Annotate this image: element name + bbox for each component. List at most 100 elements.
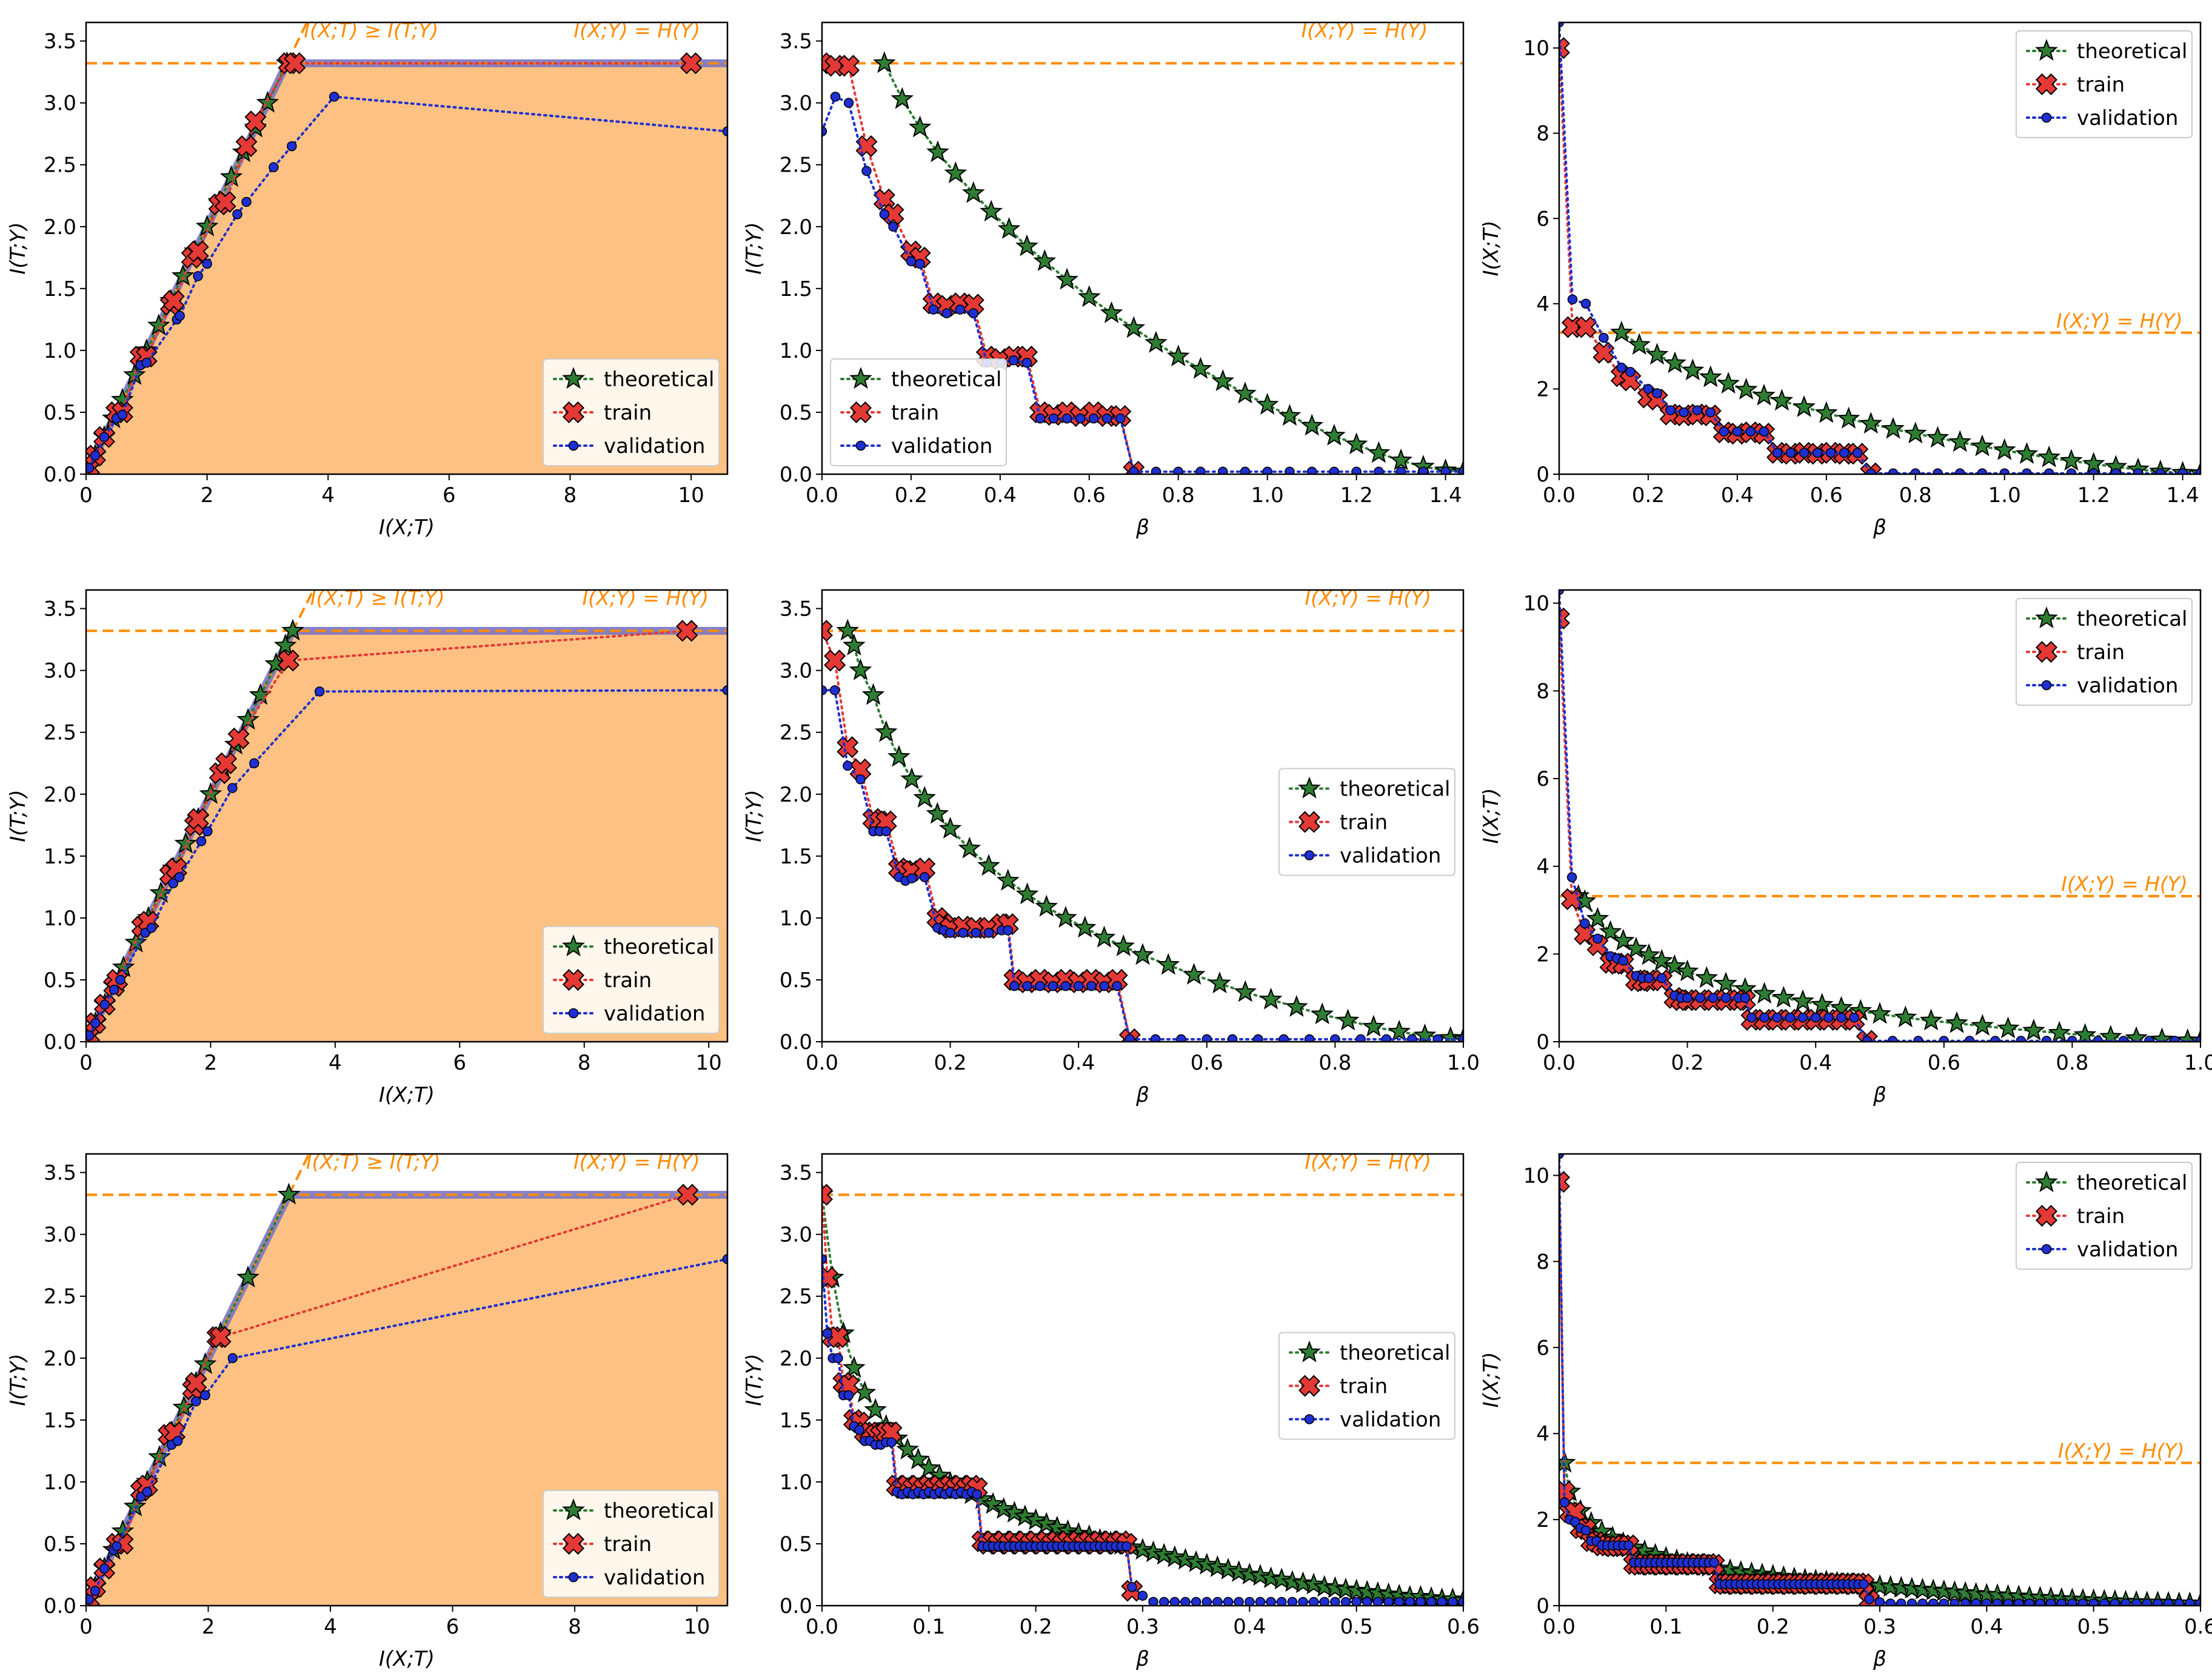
point-theoretical — [147, 313, 170, 336]
x-tick-label: 0.5 — [2077, 1615, 2110, 1639]
point-validation — [1227, 1034, 1238, 1042]
x-tick-label: 0 — [79, 483, 93, 508]
y-tick-label: 8 — [1536, 122, 1549, 146]
x-tick-label: 2 — [204, 1051, 218, 1075]
x-tick-label: 10 — [678, 483, 704, 508]
y-tick-label: 0.0 — [780, 1594, 812, 1618]
legend-marker — [562, 367, 585, 389]
point-validation — [2099, 1598, 2110, 1606]
legend-label: train — [604, 968, 652, 993]
y-tick-label: 0.0 — [780, 463, 812, 487]
point-validation — [1061, 413, 1072, 424]
point-validation — [1999, 468, 2010, 474]
y-tick-label: 1.0 — [44, 907, 76, 931]
point-validation — [1759, 426, 1769, 437]
point-validation — [1035, 413, 1046, 424]
legend: theoretical train validation — [543, 926, 720, 1034]
point-train — [1559, 607, 1571, 630]
point-theoretical — [1829, 996, 1853, 1018]
legend-item-validation: validation — [553, 1566, 705, 1590]
point-validation — [2043, 468, 2054, 474]
point-theoretical — [977, 854, 1000, 876]
point-validation — [1218, 466, 1228, 474]
point-validation — [1705, 407, 1716, 418]
legend-box — [543, 1490, 720, 1598]
x-tick-label: 0.6 — [1447, 1615, 1480, 1639]
point-validation — [1910, 468, 1921, 474]
point-theoretical — [908, 115, 932, 138]
x-tick-label: 8 — [568, 1615, 581, 1639]
point-validation — [2163, 1598, 2174, 1606]
point-validation — [1772, 447, 1783, 458]
point-theoretical — [1586, 907, 1609, 929]
legend-label: train — [604, 401, 652, 425]
legend-item-train: train — [840, 401, 939, 425]
point-validation — [1665, 405, 1676, 415]
point-validation — [1394, 1597, 1405, 1606]
y-tick-label: 3.0 — [780, 92, 812, 116]
point-validation — [1245, 1597, 1255, 1606]
x-axis: 0 2 4 6 8 10 — [79, 1606, 710, 1639]
point-validation — [202, 258, 212, 269]
x-tick-label: 2 — [202, 1615, 215, 1639]
point-validation — [1836, 1012, 1846, 1023]
point-theoretical — [1334, 1577, 1357, 1600]
y-tick-label: 2 — [1536, 942, 1549, 967]
point-validation — [1592, 933, 1603, 944]
point-train — [235, 135, 258, 158]
point-validation — [1862, 1036, 1873, 1042]
x-tick-label: 0.8 — [1899, 483, 1932, 508]
x-tick-label: 0.1 — [1649, 1615, 1682, 1639]
point-validation — [1150, 1034, 1161, 1042]
chart-panel-1: I(X;Y) = H(Y)0.0 0.2 0.4 0.6 0.8 1.0 1.2 1.40.0… — [742, 18, 1465, 540]
point-validation — [196, 836, 207, 846]
x-axis-label: β — [1135, 515, 1149, 540]
point-validation — [2170, 1036, 2180, 1042]
point-validation — [1201, 1034, 1212, 1042]
point-validation — [2088, 468, 2099, 474]
x-tick-label: 0.0 — [1543, 1051, 1575, 1075]
legend-label: theoretical — [1340, 777, 1451, 802]
legend-marker — [849, 401, 872, 424]
point-validation — [1440, 466, 1451, 474]
y-tick-label: 3.0 — [44, 659, 76, 683]
point-validation — [269, 162, 279, 173]
x-tick-label: 6 — [446, 1615, 459, 1639]
y-tick-label: 8 — [1536, 1250, 1549, 1274]
point-validation — [955, 304, 966, 315]
legend-label: train — [1340, 811, 1388, 835]
point-validation — [174, 872, 185, 882]
point-theoretical — [1035, 1512, 1058, 1534]
chart-panel-4: I(X;Y) = H(Y)0.0 0.2 0.4 0.6 0.8 1.00.00.51.0… — [742, 586, 1480, 1107]
point-validation — [1849, 1012, 1859, 1023]
point-validation — [1559, 1497, 1570, 1507]
y-axis: 0.0 0.5 1.0 1.5 2.0 2.5 3.0 3.5 — [780, 30, 822, 487]
point-theoretical — [2082, 452, 2105, 474]
point-theoretical — [236, 1265, 259, 1288]
y-tick-label: 0 — [1536, 463, 1549, 487]
point-validation — [1623, 1540, 1634, 1550]
point-train — [855, 135, 878, 158]
point-validation — [1022, 980, 1032, 991]
point-validation — [2195, 1036, 2200, 1042]
point-theoretical — [1868, 1002, 1891, 1024]
legend-label: train — [2077, 640, 2125, 665]
y-tick-label: 3.0 — [780, 659, 812, 683]
y-axis-label: I(T;Y) — [6, 1353, 30, 1406]
point-validation — [906, 256, 917, 267]
point-train — [215, 752, 238, 774]
point-validation — [1266, 1597, 1276, 1606]
point-validation — [1278, 1034, 1289, 1042]
y-tick-label: 0.5 — [780, 968, 812, 993]
legend-label: theoretical — [2077, 1171, 2188, 1195]
point-validation — [1234, 1597, 1244, 1606]
point-validation — [1129, 466, 1139, 474]
point-validation — [1262, 466, 1272, 474]
point-validation — [1276, 1597, 1287, 1606]
point-theoretical — [1911, 1577, 1934, 1600]
point-theoretical — [149, 881, 173, 903]
point-theoretical — [281, 618, 304, 641]
point-validation — [1099, 980, 1109, 991]
point-validation — [86, 1030, 95, 1041]
point-theoretical — [2060, 449, 2083, 471]
